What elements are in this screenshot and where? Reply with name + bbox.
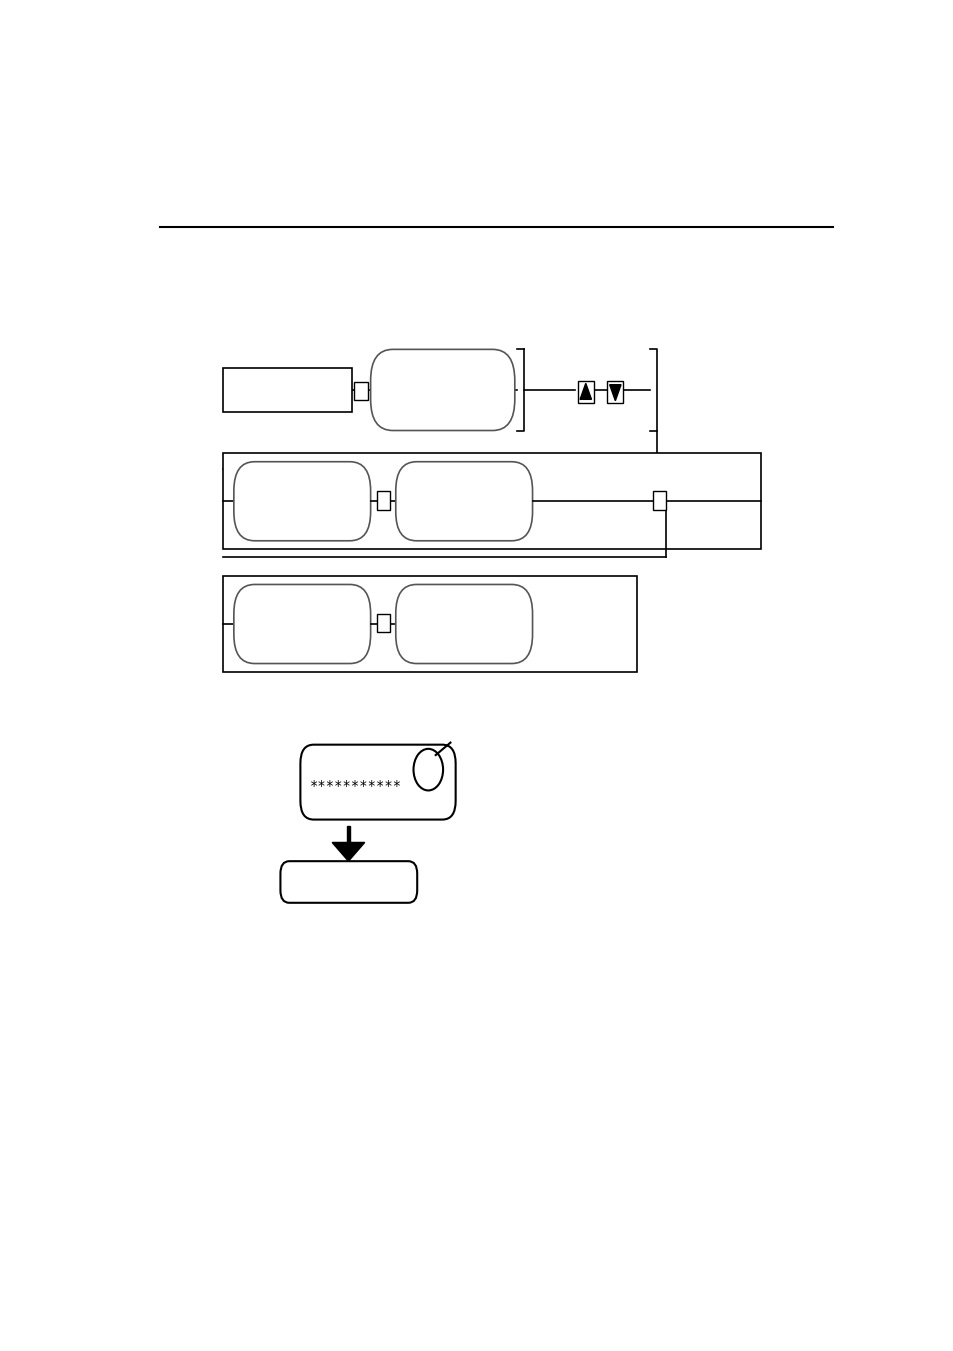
Bar bbox=[376, 490, 390, 509]
FancyBboxPatch shape bbox=[395, 585, 532, 663]
Bar bbox=[222, 576, 637, 671]
Polygon shape bbox=[579, 384, 591, 400]
Polygon shape bbox=[609, 385, 620, 401]
Bar bbox=[376, 613, 390, 632]
FancyBboxPatch shape bbox=[370, 350, 515, 431]
Bar bbox=[222, 454, 760, 549]
Bar bbox=[606, 381, 623, 404]
Circle shape bbox=[413, 748, 442, 790]
Text: ***********: *********** bbox=[310, 780, 402, 793]
Bar bbox=[577, 381, 594, 404]
Bar bbox=[653, 490, 665, 509]
FancyBboxPatch shape bbox=[233, 585, 370, 663]
Bar bbox=[347, 825, 349, 843]
FancyBboxPatch shape bbox=[395, 462, 532, 540]
FancyBboxPatch shape bbox=[300, 744, 456, 820]
FancyBboxPatch shape bbox=[233, 462, 370, 540]
Bar bbox=[354, 381, 367, 400]
FancyBboxPatch shape bbox=[280, 861, 416, 902]
Bar bbox=[222, 367, 352, 412]
Polygon shape bbox=[332, 843, 364, 861]
